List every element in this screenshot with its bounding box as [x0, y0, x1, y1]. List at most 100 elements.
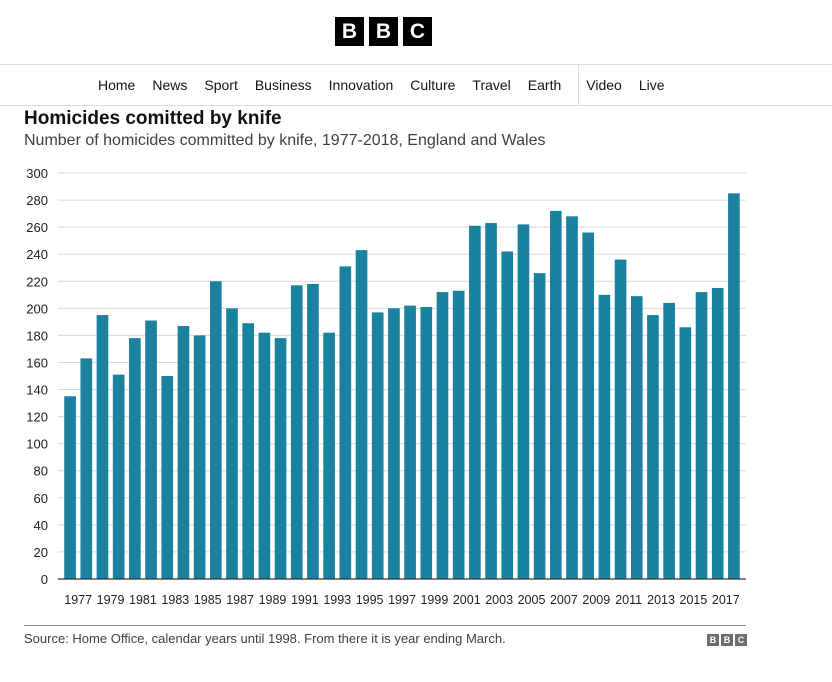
y-tick-label: 240	[26, 247, 48, 262]
y-axis-tick-labels: 0 20 40 60 80 100 120 140 160 180 200 220 240 260 280 3…	[26, 166, 48, 587]
bar-1991	[290, 285, 303, 579]
bbc-logo-letter: B	[335, 17, 364, 46]
x-tick-label: 2015	[680, 593, 708, 607]
bar-2018	[728, 193, 740, 580]
x-tick-label: 2013	[647, 593, 675, 607]
bar-chart: 0 20 40 60 80 100 120 140 160 180 200 220 240 260 280 3…	[26, 166, 746, 607]
bar-1986	[209, 281, 222, 579]
bar-1995	[355, 250, 368, 579]
nav-item-culture[interactable]: Culture	[410, 77, 456, 93]
x-tick-label: 1985	[194, 593, 222, 607]
y-tick-label: 100	[26, 437, 48, 452]
bar-2002	[469, 225, 481, 579]
bar-1982	[145, 320, 157, 579]
source-divider	[24, 625, 746, 626]
masthead: B B C	[0, 0, 832, 65]
nav-list: Home News Sport Business Innovation Cult…	[98, 65, 682, 105]
x-tick-label: 2005	[518, 593, 546, 607]
bar-1987	[226, 308, 238, 579]
x-tick-label: 1993	[323, 593, 351, 607]
bar-2007	[549, 210, 562, 579]
bar-1980	[112, 374, 125, 579]
bar-2017	[711, 288, 724, 579]
nav-item-live[interactable]: Live	[638, 77, 665, 93]
bar-1992	[307, 283, 319, 579]
bar-2014	[663, 302, 675, 579]
bar-1985	[193, 335, 206, 579]
bar-1993	[323, 332, 335, 579]
bar-1997	[388, 308, 400, 579]
bar-1981	[129, 338, 141, 579]
nav-item-innovation[interactable]: Innovation	[328, 77, 394, 93]
y-tick-label: 20	[34, 545, 48, 560]
x-tick-label: 1983	[161, 593, 189, 607]
nav-divider	[578, 65, 580, 105]
x-tick-label: 1997	[388, 593, 416, 607]
bar-1990	[274, 338, 287, 579]
nav-item-sport[interactable]: Sport	[204, 77, 238, 93]
nav-item-home[interactable]: Home	[98, 77, 136, 93]
x-tick-label: 1999	[420, 593, 448, 607]
x-tick-label: 2007	[550, 593, 578, 607]
nav-item-earth[interactable]: Earth	[527, 77, 562, 93]
bar-2003	[485, 223, 497, 579]
footer-logo-letter: B	[721, 634, 733, 646]
x-tick-label: 1987	[226, 593, 254, 607]
x-tick-label: 1995	[356, 593, 384, 607]
x-tick-label: 1977	[64, 593, 92, 607]
chart-title: Homicides comitted by knife	[24, 108, 282, 129]
y-tick-label: 180	[26, 328, 48, 343]
bar-1977	[64, 396, 76, 579]
bar-2009	[582, 232, 595, 579]
y-tick-label: 80	[34, 464, 48, 479]
x-axis-tick-labels: 1977 1979 1981 1983 1985 1987 1989 1991 1993 1995…	[64, 593, 739, 607]
y-tick-label: 160	[26, 355, 48, 370]
bars	[64, 193, 740, 580]
bar-2012	[630, 296, 643, 579]
y-tick-label: 0	[41, 572, 48, 587]
y-tick-label: 120	[26, 410, 48, 425]
bar-2000	[436, 292, 449, 579]
source-note: Source: Home Office, calendar years unti…	[24, 631, 506, 646]
bar-1998	[404, 305, 416, 579]
chart-subtitle: Number of homicides committed by knife, …	[24, 132, 546, 149]
y-tick-label: 60	[34, 491, 48, 506]
y-tick-label: 140	[26, 383, 48, 398]
bar-2004	[501, 251, 514, 579]
bbc-logo[interactable]: B B C	[335, 17, 432, 46]
bar-1996	[371, 312, 384, 579]
x-tick-label: 2011	[615, 593, 642, 607]
bar-2008	[566, 216, 578, 579]
bar-1988	[242, 323, 255, 579]
bar-1989	[258, 332, 271, 579]
x-tick-label: 2017	[712, 593, 740, 607]
bar-2001	[452, 290, 465, 579]
nav-item-news[interactable]: News	[152, 77, 188, 93]
x-tick-label: 2003	[485, 593, 513, 607]
bar-2013	[647, 315, 659, 579]
bar-2005	[517, 224, 530, 579]
bar-1984	[177, 325, 190, 579]
nav-item-travel[interactable]: Travel	[472, 77, 511, 93]
y-tick-label: 280	[26, 193, 48, 208]
footer-bbc-logo: B B C	[707, 634, 747, 646]
nav-item-business[interactable]: Business	[254, 77, 312, 93]
x-tick-label: 1991	[291, 593, 319, 607]
x-tick-label: 1979	[97, 593, 125, 607]
nav-item-video[interactable]: Video	[586, 77, 622, 93]
bbc-logo-letter: B	[369, 17, 398, 46]
bar-1994	[339, 266, 352, 579]
main-navigation: Home News Sport Business Innovation Cult…	[0, 65, 832, 106]
x-tick-label: 2009	[582, 593, 610, 607]
y-tick-label: 300	[26, 166, 48, 181]
bar-2010	[598, 294, 611, 579]
bar-1983	[161, 376, 174, 579]
bar-2016	[695, 292, 708, 579]
bar-2015	[679, 327, 692, 579]
bar-2011	[614, 259, 627, 579]
footer-logo-letter: C	[735, 634, 747, 646]
bar-1999	[420, 306, 433, 579]
gridlines	[58, 172, 746, 553]
y-tick-label: 200	[26, 301, 48, 316]
y-tick-label: 220	[26, 274, 48, 289]
